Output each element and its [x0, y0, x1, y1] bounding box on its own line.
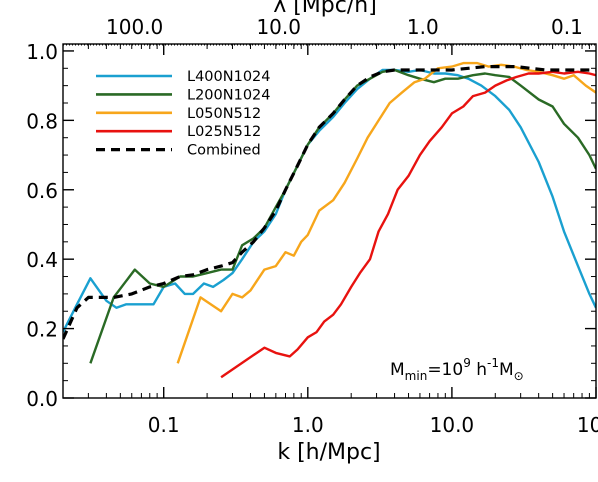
annotation-m: M	[499, 360, 514, 380]
annotation-exp: 9	[463, 356, 471, 370]
legend-label: Combined	[187, 143, 261, 159]
y-tick-label: 0.8	[26, 109, 58, 133]
x-axis-label: k [h/Mpc]	[277, 440, 380, 465]
plot-frame	[62, 43, 597, 399]
annotation-m-sub: ⊙	[514, 369, 524, 383]
axis-layer: 0.0 0.2 0.4 0.6 0.8 1.0 0.1 1.0 10.0 100 100.0 10.0…	[26, 15, 598, 437]
x-tick-label: 1.0	[292, 413, 324, 437]
series-line-combined	[63, 65, 596, 340]
y-tick-label: 1.0	[26, 40, 58, 64]
series-line-l400n1024	[63, 68, 596, 333]
annotation-eq: =10	[427, 360, 463, 380]
top-tick-label: 1.0	[407, 15, 439, 39]
legend-label: L400N1024	[187, 69, 271, 85]
annotation-h: h	[471, 360, 487, 380]
y-tick-label: 0.4	[26, 248, 58, 272]
annotation-sub: min	[405, 369, 428, 383]
legend-label: L200N1024	[187, 87, 271, 103]
legend: L400N1024 L200N1024 L050N512 L025N512 Combin…	[96, 69, 271, 159]
annotation-h-exp: -1	[487, 356, 499, 370]
series-line-l050n512	[176, 61, 596, 364]
series-layer	[63, 61, 596, 379]
mass-annotation: Mmin=109 h-1M⊙	[390, 356, 524, 383]
top-tick-label: 10.0	[256, 15, 301, 39]
y-tick-label: 0.6	[26, 179, 58, 203]
top-tick-label: 100.0	[106, 15, 163, 39]
annotation-prefix: M	[390, 360, 405, 380]
x-tick-label: 10.0	[430, 413, 475, 437]
y-tick-label: 0.0	[26, 387, 58, 411]
legend-label: L025N512	[187, 124, 261, 140]
x-tick-label: 100	[577, 413, 598, 437]
y-tick-label: 0.2	[26, 318, 58, 342]
x-tick-label: 0.1	[148, 413, 180, 437]
legend-label: L050N512	[187, 106, 261, 122]
series-line-l025n512	[220, 70, 596, 379]
top-axis-label: λ [Mpc/h]	[273, 0, 377, 18]
top-tick-label: 0.1	[551, 15, 583, 39]
